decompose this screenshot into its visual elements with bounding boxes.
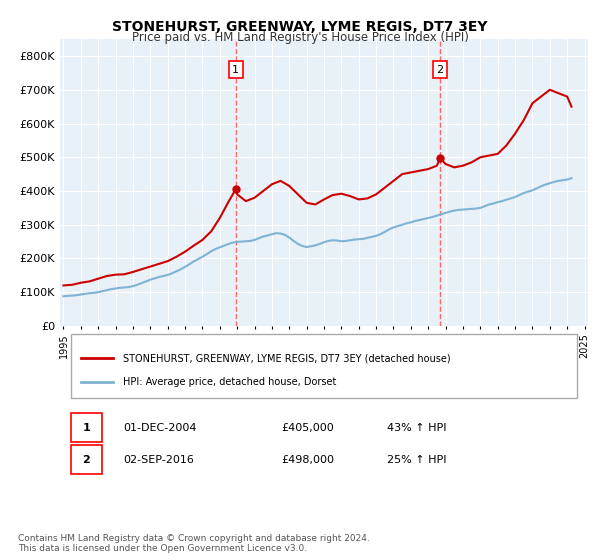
- Text: Price paid vs. HM Land Registry's House Price Index (HPI): Price paid vs. HM Land Registry's House …: [131, 31, 469, 44]
- Text: Contains HM Land Registry data © Crown copyright and database right 2024.
This d: Contains HM Land Registry data © Crown c…: [18, 534, 370, 553]
- FancyBboxPatch shape: [71, 445, 102, 474]
- Text: £498,000: £498,000: [282, 455, 335, 465]
- Text: £405,000: £405,000: [282, 423, 335, 432]
- Text: STONEHURST, GREENWAY, LYME REGIS, DT7 3EY (detached house): STONEHURST, GREENWAY, LYME REGIS, DT7 3E…: [124, 353, 451, 363]
- Text: 01-DEC-2004: 01-DEC-2004: [124, 423, 197, 432]
- FancyBboxPatch shape: [71, 413, 102, 442]
- Text: HPI: Average price, detached house, Dorset: HPI: Average price, detached house, Dors…: [124, 377, 337, 388]
- FancyBboxPatch shape: [71, 334, 577, 399]
- Text: 2: 2: [83, 455, 90, 465]
- Text: 1: 1: [232, 64, 239, 74]
- Text: 43% ↑ HPI: 43% ↑ HPI: [388, 423, 447, 432]
- Text: 02-SEP-2016: 02-SEP-2016: [124, 455, 194, 465]
- Text: 2: 2: [436, 64, 443, 74]
- Text: 1: 1: [83, 423, 90, 432]
- Text: STONEHURST, GREENWAY, LYME REGIS, DT7 3EY: STONEHURST, GREENWAY, LYME REGIS, DT7 3E…: [112, 20, 488, 34]
- Text: 25% ↑ HPI: 25% ↑ HPI: [388, 455, 447, 465]
